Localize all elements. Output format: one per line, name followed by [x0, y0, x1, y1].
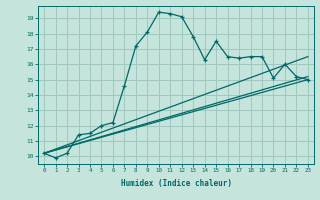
X-axis label: Humidex (Indice chaleur): Humidex (Indice chaleur) — [121, 179, 231, 188]
